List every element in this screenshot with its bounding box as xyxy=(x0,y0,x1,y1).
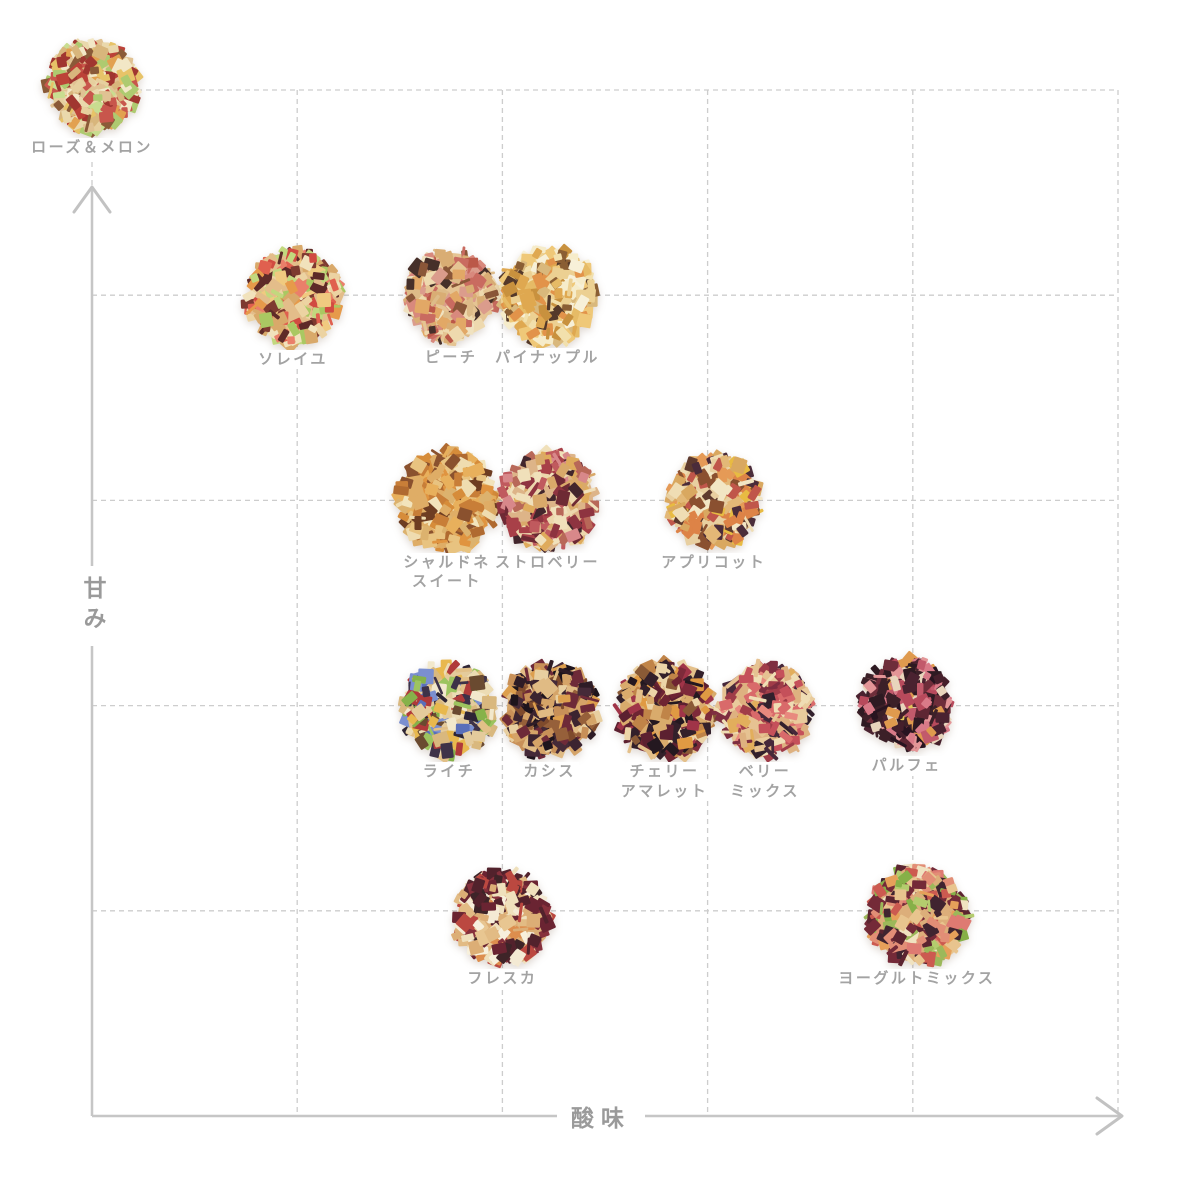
product-label-text: ベリー xyxy=(735,762,795,782)
product-label-rose-melon: ローズ＆メロン xyxy=(0,138,232,158)
x-axis-label-text: 酸味 xyxy=(571,1106,631,1132)
product-label-cherry-amaretto: チェリー アマレット xyxy=(525,762,805,802)
product-label-text: ヨーグルトミックス xyxy=(835,969,999,989)
product-label-text: ストロベリー xyxy=(492,552,604,573)
y-axis-label-text: 甘み xyxy=(79,576,105,636)
y-axis-arrow-icon xyxy=(72,185,112,214)
product-photo-cassis xyxy=(490,650,610,774)
product-label-text: ピーチ xyxy=(421,347,481,368)
product-label-yogurt-mix: ヨーグルトミックス xyxy=(777,969,1057,989)
product-label-text: パルフェ xyxy=(868,756,945,776)
product-photo-strawberry xyxy=(486,438,610,566)
product-photo-rose-melon xyxy=(34,27,151,148)
product-label-text: フレスカ xyxy=(464,969,541,989)
product-photo-parfait xyxy=(848,645,965,766)
product-label-text: ソレイユ xyxy=(255,349,331,370)
product-label-peach: ピーチ xyxy=(311,347,591,368)
product-label-text: パイナップル xyxy=(492,347,603,368)
product-label-text: ライチ xyxy=(419,762,479,782)
product-label-lychee: ライチ xyxy=(309,762,589,782)
product-photo-yogurt-mix xyxy=(855,855,979,983)
product-photo-cherry-amaretto xyxy=(603,648,727,776)
product-photo-lychee xyxy=(390,651,508,773)
product-label-berry-mix: ベリー ミックス xyxy=(625,762,905,802)
product-label-parfait: パルフェ xyxy=(767,756,1047,776)
x-axis-label: 酸味 xyxy=(557,1097,645,1135)
product-label-pineapple: パイナップル xyxy=(408,347,688,368)
product-label-text: スイート xyxy=(408,572,485,592)
product-photo-peach xyxy=(392,236,510,358)
product-photo-apricot xyxy=(655,441,773,563)
product-photo-berry-mix xyxy=(705,650,825,774)
y-axis-label: 甘み xyxy=(72,566,112,646)
product-label-text: チェリー xyxy=(626,762,703,782)
product-label-fresca: フレスカ xyxy=(362,969,642,989)
product-label-text: カシス xyxy=(520,762,579,782)
product-label-chardonnay-sweet: シャルドネ スイート xyxy=(307,552,587,592)
product-label-apricot: アプリコット xyxy=(574,552,854,573)
x-axis-arrow-icon xyxy=(1095,1096,1124,1136)
product-photo-fresca xyxy=(441,856,563,982)
product-photo-soleil xyxy=(233,237,353,361)
product-label-text: シャルドネ xyxy=(400,552,494,573)
product-label-soleil: ソレイユ xyxy=(153,349,433,370)
product-photo-chardonnay-sweet xyxy=(383,436,511,568)
product-label-cassis: カシス xyxy=(410,762,690,782)
product-label-text: ローズ＆メロン xyxy=(28,138,156,158)
product-label-text: アプリコット xyxy=(658,552,770,573)
product-photo-pineapple xyxy=(487,234,609,360)
product-label-text: アマレット xyxy=(617,781,712,802)
product-label-strawberry: ストロベリー xyxy=(408,552,688,573)
product-label-text: ミックス xyxy=(727,781,803,802)
